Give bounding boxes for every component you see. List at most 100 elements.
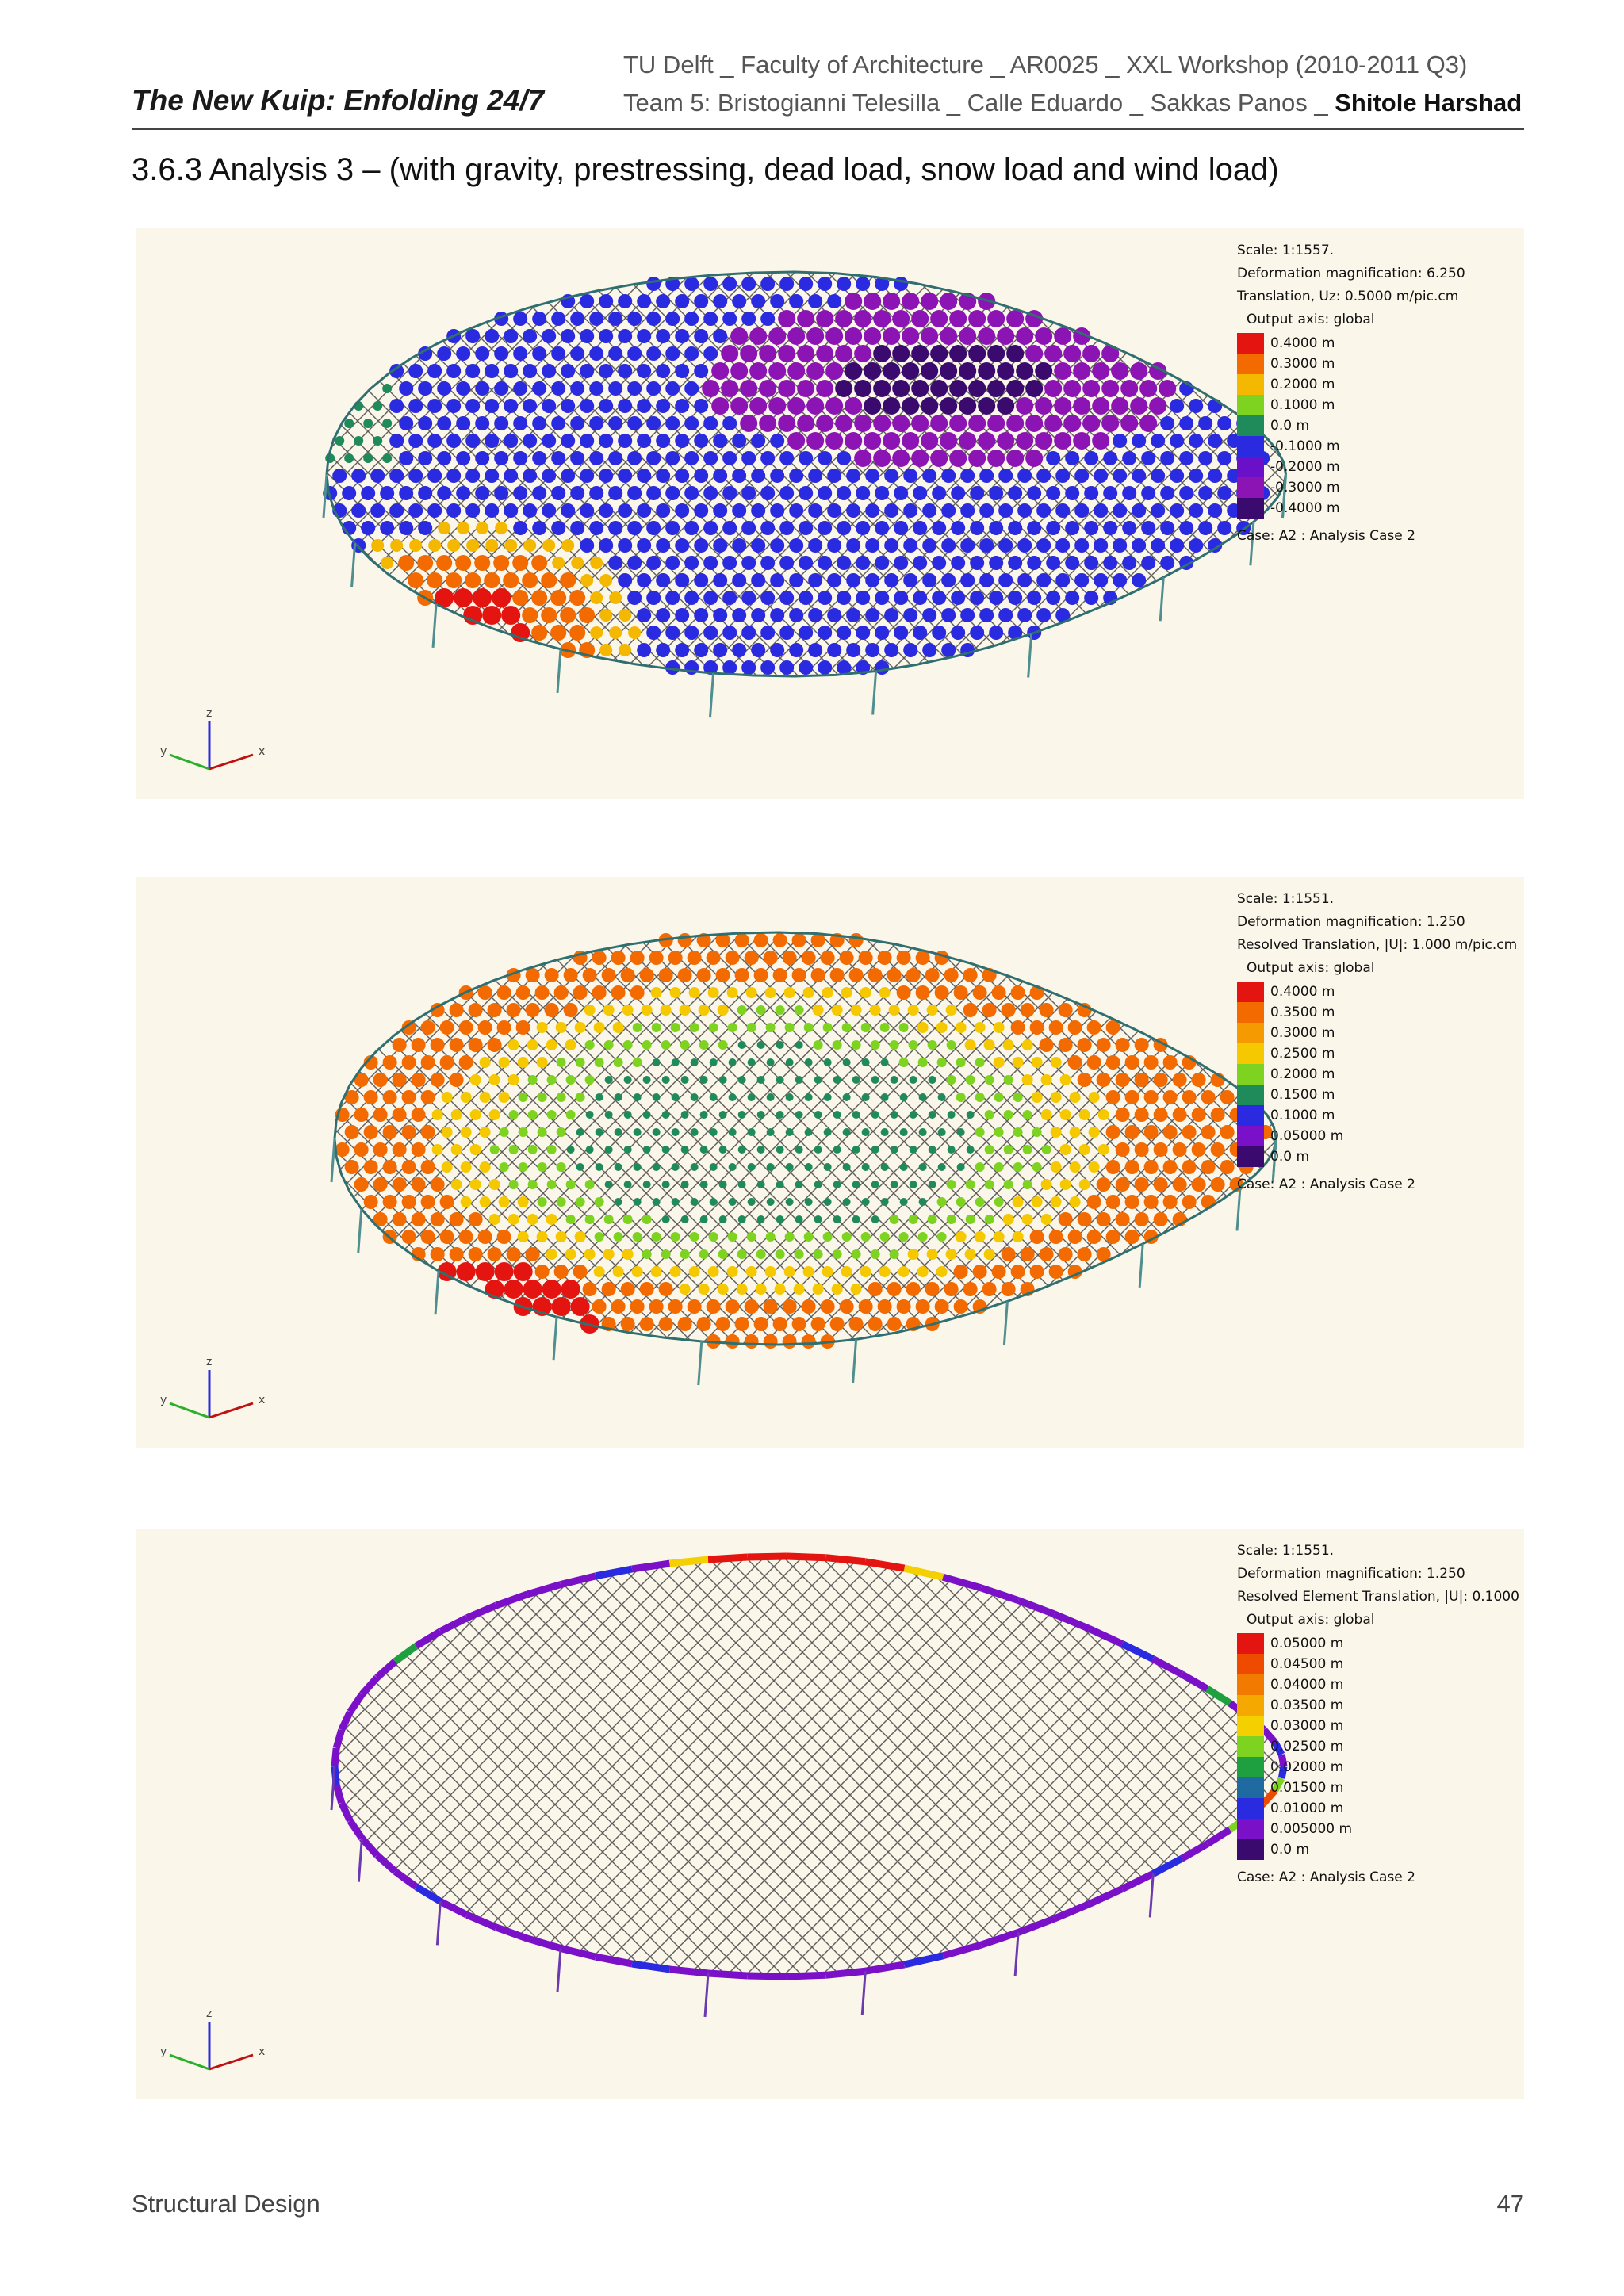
- legend-label: 0.0 m: [1270, 1149, 1309, 1165]
- legend-swatch: [1237, 1002, 1264, 1023]
- legend-row: -0.1000 m: [1237, 436, 1465, 457]
- legend-label: 0.01500 m: [1270, 1780, 1344, 1796]
- legend-row: 0.4000 m: [1237, 982, 1517, 1002]
- legend-row: 0.03000 m: [1237, 1716, 1524, 1736]
- legend-swatch: [1237, 1085, 1264, 1105]
- legend-label: 0.04000 m: [1270, 1677, 1344, 1693]
- legend-swatch: [1237, 1674, 1264, 1695]
- team-members: Team 5: Bristogianni Telesilla _ Calle E…: [623, 89, 1328, 117]
- legend-row: 0.0 m: [1237, 1839, 1524, 1860]
- legend-magnification: Deformation magnification: 1.250: [1237, 914, 1465, 930]
- legend-label: 0.02500 m: [1270, 1739, 1344, 1755]
- legend-row: 0.02000 m: [1237, 1757, 1524, 1777]
- axis-x-label: x: [259, 2045, 265, 2058]
- axis-y-label: y: [160, 2045, 167, 2058]
- legend-swatch: [1237, 333, 1264, 354]
- legend-swatch: [1237, 1839, 1264, 1860]
- support-columns: [330, 1766, 1251, 2018]
- legend-row: 0.2000 m: [1237, 1064, 1517, 1085]
- legend-label: 0.0 m: [1270, 1842, 1309, 1858]
- legend-label: 0.05000 m: [1270, 1128, 1344, 1144]
- legend-scale: Scale: 1:1551.: [1237, 1543, 1335, 1559]
- legend-scale-list: 0.4000 m 0.3500 m 0.3000 m 0.2500 m 0.2000 m…: [1237, 982, 1517, 1167]
- legend-row: 0.05000 m: [1237, 1126, 1517, 1146]
- legend-row: 0.01500 m: [1237, 1777, 1524, 1798]
- legend-label: 0.3000 m: [1270, 356, 1335, 372]
- legend-swatch: [1237, 1064, 1264, 1085]
- figure-uz-translation: Scale: 1:1557. Deformation magnification…: [136, 228, 1524, 799]
- legend-label: 0.03500 m: [1270, 1697, 1344, 1713]
- legend-swatch: [1237, 395, 1264, 415]
- resolved-legend: Scale: 1:1551. Deformation magnification…: [1237, 888, 1517, 1196]
- legend-swatch: [1237, 1777, 1264, 1798]
- legend-row: 0.2000 m: [1237, 374, 1465, 395]
- legend-row: 0.0 m: [1237, 1146, 1517, 1167]
- node-markers: [335, 933, 1273, 1349]
- legend-output-axis: Output axis: global: [1247, 312, 1375, 327]
- legend-scale-list: 0.05000 m 0.04500 m 0.04000 m 0.03500 m 0.03…: [1237, 1633, 1524, 1860]
- legend-swatch: [1237, 1633, 1264, 1654]
- legend-label: 0.02000 m: [1270, 1759, 1344, 1775]
- legend-row: -0.3000 m: [1237, 477, 1465, 498]
- axis-y-label: y: [160, 745, 167, 758]
- legend-row: 0.04000 m: [1237, 1674, 1524, 1695]
- legend-swatch: [1237, 436, 1264, 457]
- legend-swatch: [1237, 415, 1264, 436]
- resolved-translation-plot: [330, 931, 1277, 1386]
- legend-label: 0.3500 m: [1270, 1004, 1335, 1020]
- support-columns: [330, 1138, 1277, 1386]
- legend-swatch: [1237, 982, 1264, 1002]
- legend-case: Case: A2 : Analysis Case 2: [1237, 1177, 1415, 1192]
- legend-swatch: [1237, 1798, 1264, 1819]
- legend-label: -0.2000 m: [1270, 459, 1340, 475]
- axes-triad-icon: z x y: [160, 1356, 265, 1419]
- legend-swatch: [1237, 1736, 1264, 1757]
- legend-row: 0.4000 m: [1237, 333, 1465, 354]
- legend-case: Case: A2 : Analysis Case 2: [1237, 1869, 1415, 1885]
- team-member-highlight: Shitole Harshad: [1335, 89, 1522, 117]
- legend-swatch: [1237, 1695, 1264, 1716]
- legend-row: 0.1500 m: [1237, 1085, 1517, 1105]
- figure-element-translation: Scale: 1:1551. Deformation magnification…: [136, 1529, 1524, 2099]
- legend-label: 0.04500 m: [1270, 1656, 1344, 1672]
- axis-x-label: x: [259, 1394, 265, 1406]
- axis-z-label: z: [206, 1356, 212, 1368]
- node-markers: [323, 277, 1270, 675]
- uz-translation-plot: [322, 270, 1288, 718]
- legend-label: 0.1000 m: [1270, 1108, 1335, 1123]
- legend-row: -0.2000 m: [1237, 457, 1465, 477]
- legend-swatch: [1237, 1043, 1264, 1064]
- legend-row: 0.2500 m: [1237, 1043, 1517, 1064]
- legend-swatch: [1237, 1716, 1264, 1736]
- legend-swatch: [1237, 1146, 1264, 1167]
- institution-line: TU Delft _ Faculty of Architecture _ AR0…: [623, 51, 1468, 78]
- legend-swatch: [1237, 1105, 1264, 1126]
- section-heading: 3.6.3 Analysis 3 – (with gravity, prestr…: [132, 152, 1279, 187]
- document-title: The New Kuip: Enfolding 24/7: [132, 84, 545, 117]
- legend-label: 0.1000 m: [1270, 397, 1335, 413]
- legend-label: 0.4000 m: [1270, 984, 1335, 1000]
- legend-row: -0.4000 m: [1237, 498, 1465, 519]
- legend-row: 0.02500 m: [1237, 1736, 1524, 1757]
- axis-z-label: z: [206, 707, 212, 720]
- edge-segments: [331, 1552, 1288, 1980]
- legend-row: 0.005000 m: [1237, 1819, 1524, 1839]
- legend-quantity: Translation, Uz: 0.5000 m/pic.cm: [1237, 289, 1459, 304]
- axis-z-label: z: [206, 2007, 212, 2020]
- legend-row: 0.3000 m: [1237, 1023, 1517, 1043]
- legend-scale-list: 0.4000 m 0.3000 m 0.2000 m 0.1000 m 0.0 m -0.…: [1237, 333, 1465, 519]
- legend-magnification: Deformation magnification: 1.250: [1237, 1566, 1465, 1582]
- legend-row: 0.03500 m: [1237, 1695, 1524, 1716]
- page-number: 47: [1496, 2190, 1524, 2218]
- legend-quantity: Resolved Element Translation, |U|: 0.100…: [1237, 1589, 1524, 1605]
- legend-swatch: [1237, 498, 1264, 519]
- legend-row: 0.05000 m: [1237, 1633, 1524, 1654]
- legend-quantity: Resolved Translation, |U|: 1.000 m/pic.c…: [1237, 937, 1518, 953]
- legend-row: 0.1000 m: [1237, 1105, 1517, 1126]
- legend-scale: Scale: 1:1557.: [1237, 243, 1335, 258]
- legend-case: Case: A2 : Analysis Case 2: [1237, 528, 1415, 544]
- legend-label: 0.0 m: [1270, 418, 1309, 434]
- axis-y-label: y: [160, 1394, 167, 1406]
- legend-output-axis: Output axis: global: [1247, 960, 1375, 976]
- legend-label: 0.2500 m: [1270, 1046, 1335, 1062]
